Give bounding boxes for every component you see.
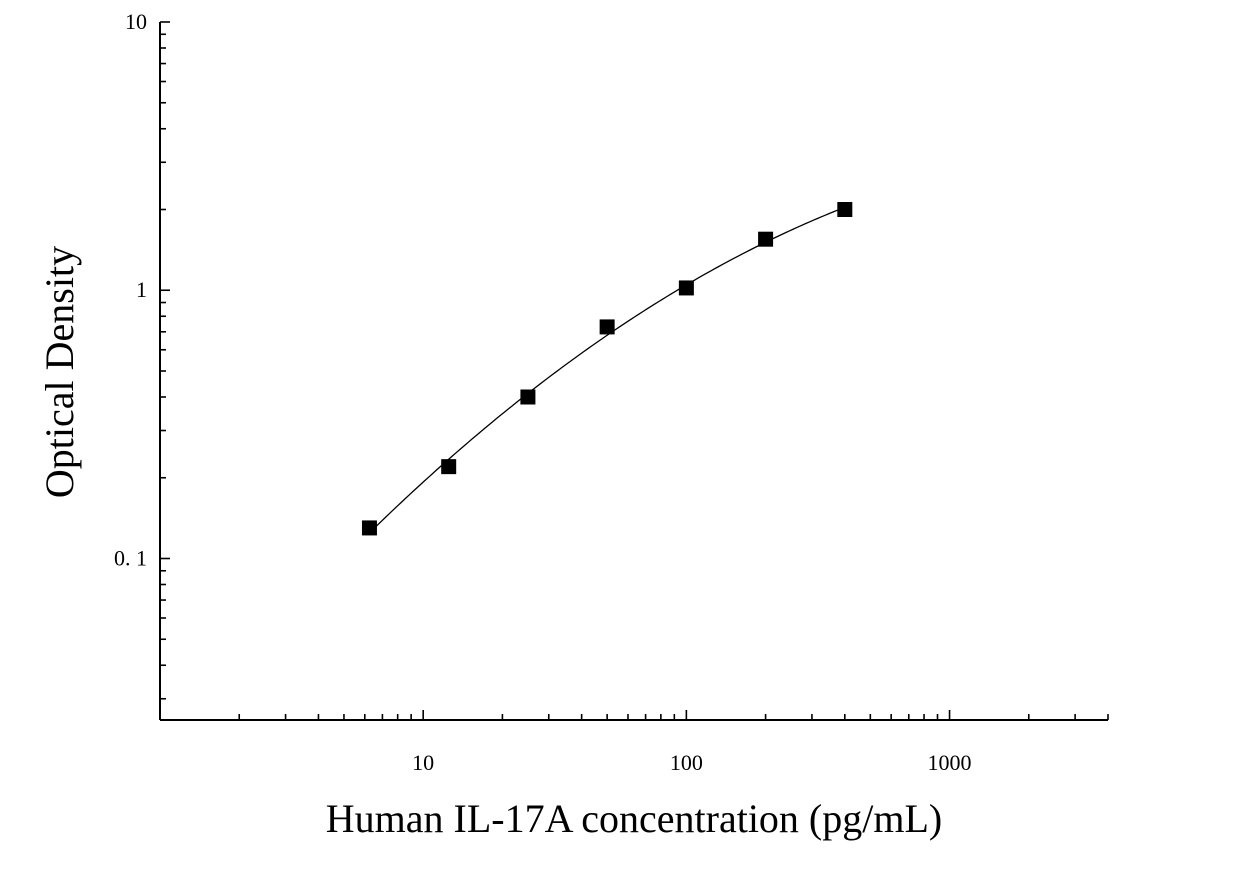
- y-axis-title: Optical Density: [37, 246, 82, 498]
- data-points: [361, 201, 853, 536]
- data-point: [361, 520, 377, 536]
- x-tick-label: 1000: [928, 750, 972, 775]
- x-tick-labels: 10 100 1000: [412, 750, 971, 775]
- y-tick-label: 10: [125, 9, 147, 34]
- data-point: [599, 319, 615, 335]
- y-tick-label: 0. 1: [114, 545, 147, 570]
- data-point: [441, 459, 457, 475]
- x-tick-label: 10: [412, 750, 434, 775]
- x-tick-label: 100: [670, 750, 703, 775]
- x-ticks: [238, 710, 1109, 720]
- data-point: [678, 280, 694, 296]
- data-point: [520, 389, 536, 405]
- fit-curve: [369, 206, 846, 534]
- axes: [159, 22, 1108, 721]
- y-ticks: [160, 21, 170, 700]
- y-tick-labels: 0. 1 1 10: [114, 9, 147, 570]
- data-point: [837, 201, 853, 217]
- y-tick-label: 1: [136, 277, 147, 302]
- x-axis-title: Human IL-17A concentration (pg/mL): [326, 796, 942, 841]
- data-point: [758, 231, 774, 247]
